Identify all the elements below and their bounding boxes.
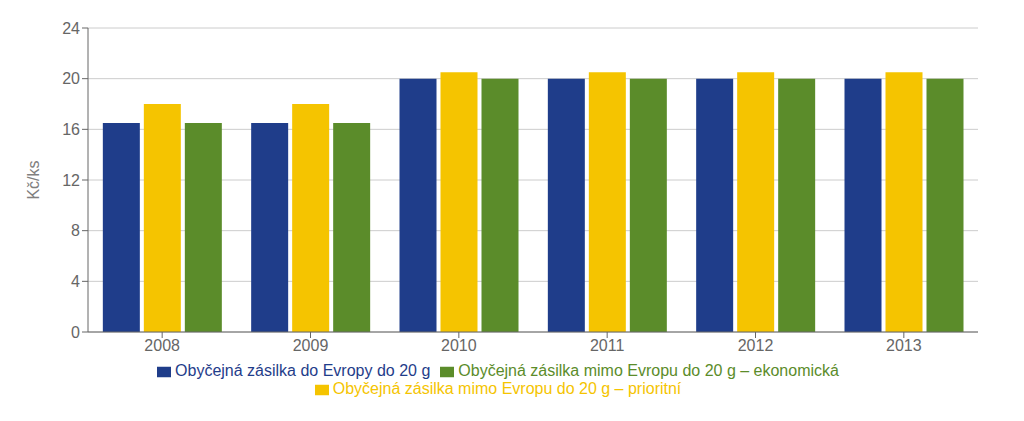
svg-text:2009: 2009 [293, 337, 329, 354]
svg-text:Kč/ks: Kč/ks [25, 160, 42, 199]
svg-text:2008: 2008 [144, 337, 180, 354]
svg-text:4: 4 [71, 273, 80, 290]
svg-text:8: 8 [71, 222, 80, 239]
svg-text:2012: 2012 [738, 337, 774, 354]
svg-text:20: 20 [62, 70, 80, 87]
svg-text:2013: 2013 [886, 337, 922, 354]
html-text:Obyčejná zásilka mimo Evropu d: Obyčejná zásilka mimo Evropu do 20 g – p… [332, 380, 682, 397]
svg-text:2010: 2010 [441, 337, 477, 354]
svg-text:16: 16 [62, 121, 80, 138]
html-text:Obyčejná zásilka do Evropy do: Obyčejná zásilka do Evropy do 20 g [175, 362, 431, 379]
html-text:Obyčejná zásilka mimo Evropu d: Obyčejná zásilka mimo Evropu do 20 g – e… [458, 362, 839, 379]
svg-text:12: 12 [62, 172, 80, 189]
svg-text:2011: 2011 [590, 337, 625, 354]
svg-text:0: 0 [71, 324, 80, 341]
svg-text:24: 24 [62, 20, 80, 37]
